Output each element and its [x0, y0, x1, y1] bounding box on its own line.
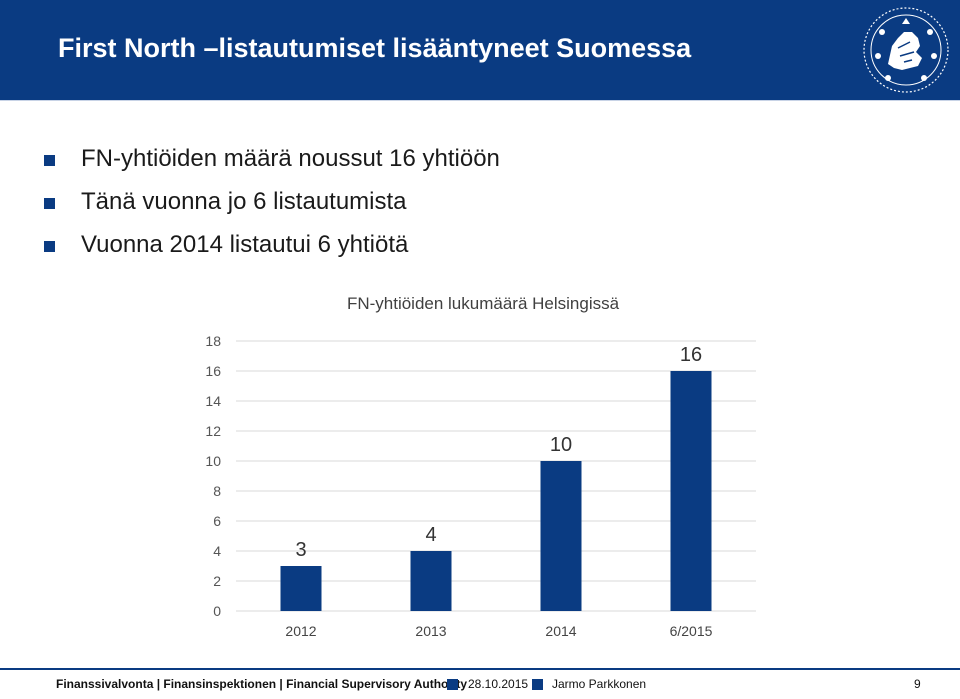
grid-lines [236, 340, 756, 612]
bullet-square-icon [44, 154, 55, 166]
bar [670, 371, 712, 611]
y-tick-label: 4 [213, 543, 221, 559]
bullet-item: FN-yhtiöiden määrä noussut 16 yhtiöön [44, 137, 500, 180]
x-tick-label: 6/2015 [670, 623, 713, 639]
y-tick-label: 12 [205, 423, 221, 439]
footer-page-number: 9 [914, 677, 921, 691]
data-label: 3 [295, 539, 306, 561]
y-tick-label: 10 [205, 453, 221, 469]
header-divider [0, 100, 960, 101]
y-tick-label: 6 [213, 513, 221, 529]
bullet-square-icon [44, 240, 55, 252]
header-bar: First North –listautumiset lisääntyneet … [0, 0, 960, 100]
slide-title: First North –listautumiset lisääntyneet … [58, 33, 692, 63]
y-tick-label: 18 [205, 333, 221, 349]
bar [280, 566, 322, 611]
footer-organization: Finanssivalvonta | Finansinspektionen | … [56, 677, 468, 691]
footer: Finanssivalvonta | Finansinspektionen | … [0, 668, 960, 699]
y-tick-label: 0 [213, 603, 221, 619]
y-tick-label: 14 [205, 393, 221, 409]
y-tick-label: 2 [213, 573, 221, 589]
x-tick-label: 2014 [545, 623, 576, 639]
bar [540, 461, 582, 611]
data-label: 16 [680, 344, 702, 366]
bullet-item: Tänä vuonna jo 6 listautumista [44, 180, 500, 223]
y-axis-ticks: 0 2 4 6 8 10 12 14 16 18 [205, 333, 221, 619]
bullet-item: Vuonna 2014 listautui 6 yhtiötä [44, 223, 500, 266]
bars [280, 371, 712, 611]
footer-date: 28.10.2015 [468, 677, 529, 691]
bar [410, 551, 452, 611]
x-tick-label: 2012 [285, 623, 316, 639]
chart-title: FN-yhtiöiden lukumäärä Helsingissä [347, 294, 620, 313]
data-labels: 3 4 10 16 [295, 344, 702, 561]
bullet-text: Tänä vuonna jo 6 listautumista [81, 187, 407, 215]
footer-square-icon [532, 679, 543, 690]
bar-chart: FN-yhtiöiden lukumäärä Helsingissä 0 2 4 6 8… [205, 294, 756, 639]
footer-author: Jarmo Parkkonen [552, 677, 647, 691]
x-tick-label: 2013 [415, 623, 446, 639]
x-axis-ticks: 2012 2013 2014 6/2015 [285, 623, 712, 639]
y-tick-label: 8 [213, 483, 221, 499]
bullet-list: FN-yhtiöiden määrä noussut 16 yhtiöön Tä… [44, 137, 500, 266]
y-tick-label: 16 [205, 363, 221, 379]
data-label: 10 [550, 434, 572, 456]
footer-divider [0, 668, 960, 670]
footer-square-icon [447, 679, 458, 690]
lion-emblem-logo [863, 7, 949, 93]
bullet-text: Vuonna 2014 listautui 6 yhtiötä [81, 230, 409, 258]
bullet-text: FN-yhtiöiden määrä noussut 16 yhtiöön [81, 144, 500, 172]
bullet-square-icon [44, 197, 55, 209]
data-label: 4 [425, 524, 436, 546]
